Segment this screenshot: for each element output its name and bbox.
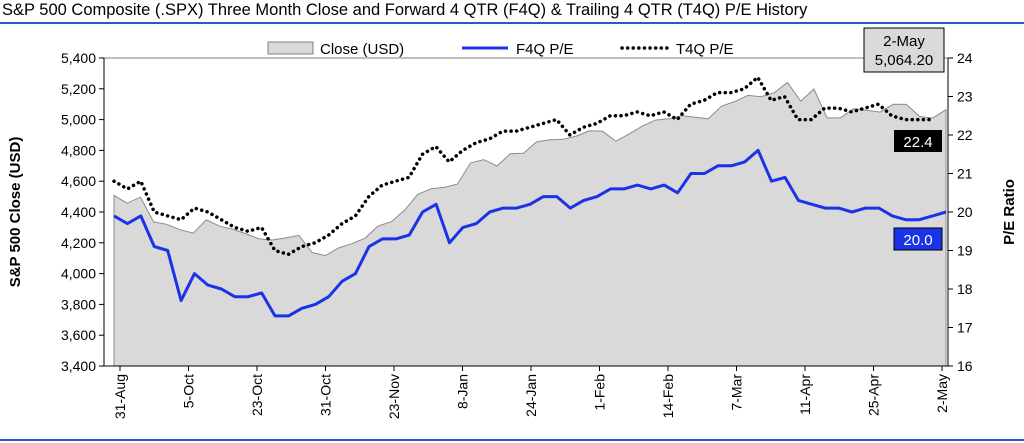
right-tick-label: 21	[957, 166, 973, 182]
f4q-badge-box	[893, 227, 943, 251]
t4q-end-badge: 22.4	[894, 130, 942, 152]
right-tick-label: 20	[957, 204, 973, 220]
left-tick-label: 4,400	[61, 204, 96, 220]
callout-date: 2-May	[883, 33, 925, 50]
pe-lines-layer	[112, 74, 947, 318]
left-tick-label: 4,800	[61, 142, 96, 158]
left-tick-label: 5,200	[61, 81, 96, 97]
x-tick-label: 5-Oct	[181, 374, 197, 408]
left-tick-label: 4,600	[61, 173, 96, 189]
left-tick-label: 4,200	[61, 235, 96, 251]
right-tick-label: 18	[957, 281, 973, 297]
f4q-pe-line	[113, 148, 947, 318]
legend-label-close: Close (USD)	[320, 41, 404, 58]
x-tick-label: 11-Apr	[797, 374, 813, 415]
left-tick-label: 5,000	[61, 112, 96, 128]
x-tick-label: 23-Nov	[386, 374, 402, 419]
right-tick-label: 17	[957, 320, 973, 336]
right-tick-label: 22	[957, 127, 973, 143]
left-axis-ticks: 3,400 3,600 3,800 4,000 4,200 4,400 4,600 4,800…	[61, 50, 104, 374]
x-tick-label: 2-May	[934, 374, 950, 413]
left-tick-label: 4,000	[61, 266, 96, 282]
x-axis-ticks: 31-Aug 5-Oct 23-Oct 31-Oct 23-Nov 8-Jan 24-Jan…	[112, 366, 950, 419]
f4q-end-badge: 20.0	[893, 227, 943, 251]
t4q-pe-line	[112, 74, 934, 257]
x-tick-label: 24-Jan	[523, 374, 539, 417]
legend-label-f4q: F4Q P/E	[516, 41, 574, 58]
y2-axis-title: P/E Ratio	[1001, 179, 1018, 245]
last-value-callout: 2-May 5,064.20	[863, 27, 945, 73]
right-axis-ticks: 16 17 18 19 20 21 22 23 24	[948, 50, 973, 374]
x-tick-label: 31-Oct	[318, 374, 334, 416]
pe-history-chart: 3,400 3,600 3,800 4,000 4,200 4,400 4,600 4,800…	[7, 27, 1018, 419]
right-tick-label: 16	[957, 358, 973, 374]
close-area-layer	[113, 81, 947, 367]
callout-box	[863, 27, 945, 73]
chart-title: S&P 500 Composite (.SPX) Three Month Clo…	[2, 1, 808, 19]
x-tick-label: 7-Mar	[729, 374, 745, 411]
t4q-badge-text: 22.4	[903, 134, 932, 151]
legend-label-t4q: T4Q P/E	[676, 41, 734, 58]
x-tick-label: 25-Apr	[866, 374, 882, 416]
x-tick-label: 14-Feb	[660, 374, 676, 419]
left-tick-label: 3,800	[61, 296, 96, 312]
close-area	[113, 81, 947, 367]
x-tick-label: 1-Feb	[592, 374, 608, 411]
left-tick-label: 3,400	[61, 358, 96, 374]
x-tick-label: 8-Jan	[455, 374, 471, 409]
t4q-badge-box	[894, 130, 942, 152]
left-tick-label: 3,600	[61, 327, 96, 343]
legend: Close (USD) F4Q P/E T4Q P/E	[267, 41, 734, 58]
right-tick-label: 19	[957, 243, 973, 259]
y-axis-title: S&P 500 Close (USD)	[7, 137, 24, 288]
title-rule	[0, 22, 1024, 24]
callout-close: 5,064.20	[875, 52, 933, 69]
legend-swatch-close	[267, 41, 314, 55]
right-tick-label: 23	[957, 89, 973, 105]
x-tick-label: 23-Oct	[249, 374, 265, 416]
x-tick-label: 31-Aug	[112, 374, 128, 419]
right-tick-label: 24	[957, 50, 973, 66]
f4q-badge-text: 20.0	[903, 232, 932, 249]
left-tick-label: 5,400	[61, 50, 96, 66]
bottom-rule	[0, 439, 1024, 441]
